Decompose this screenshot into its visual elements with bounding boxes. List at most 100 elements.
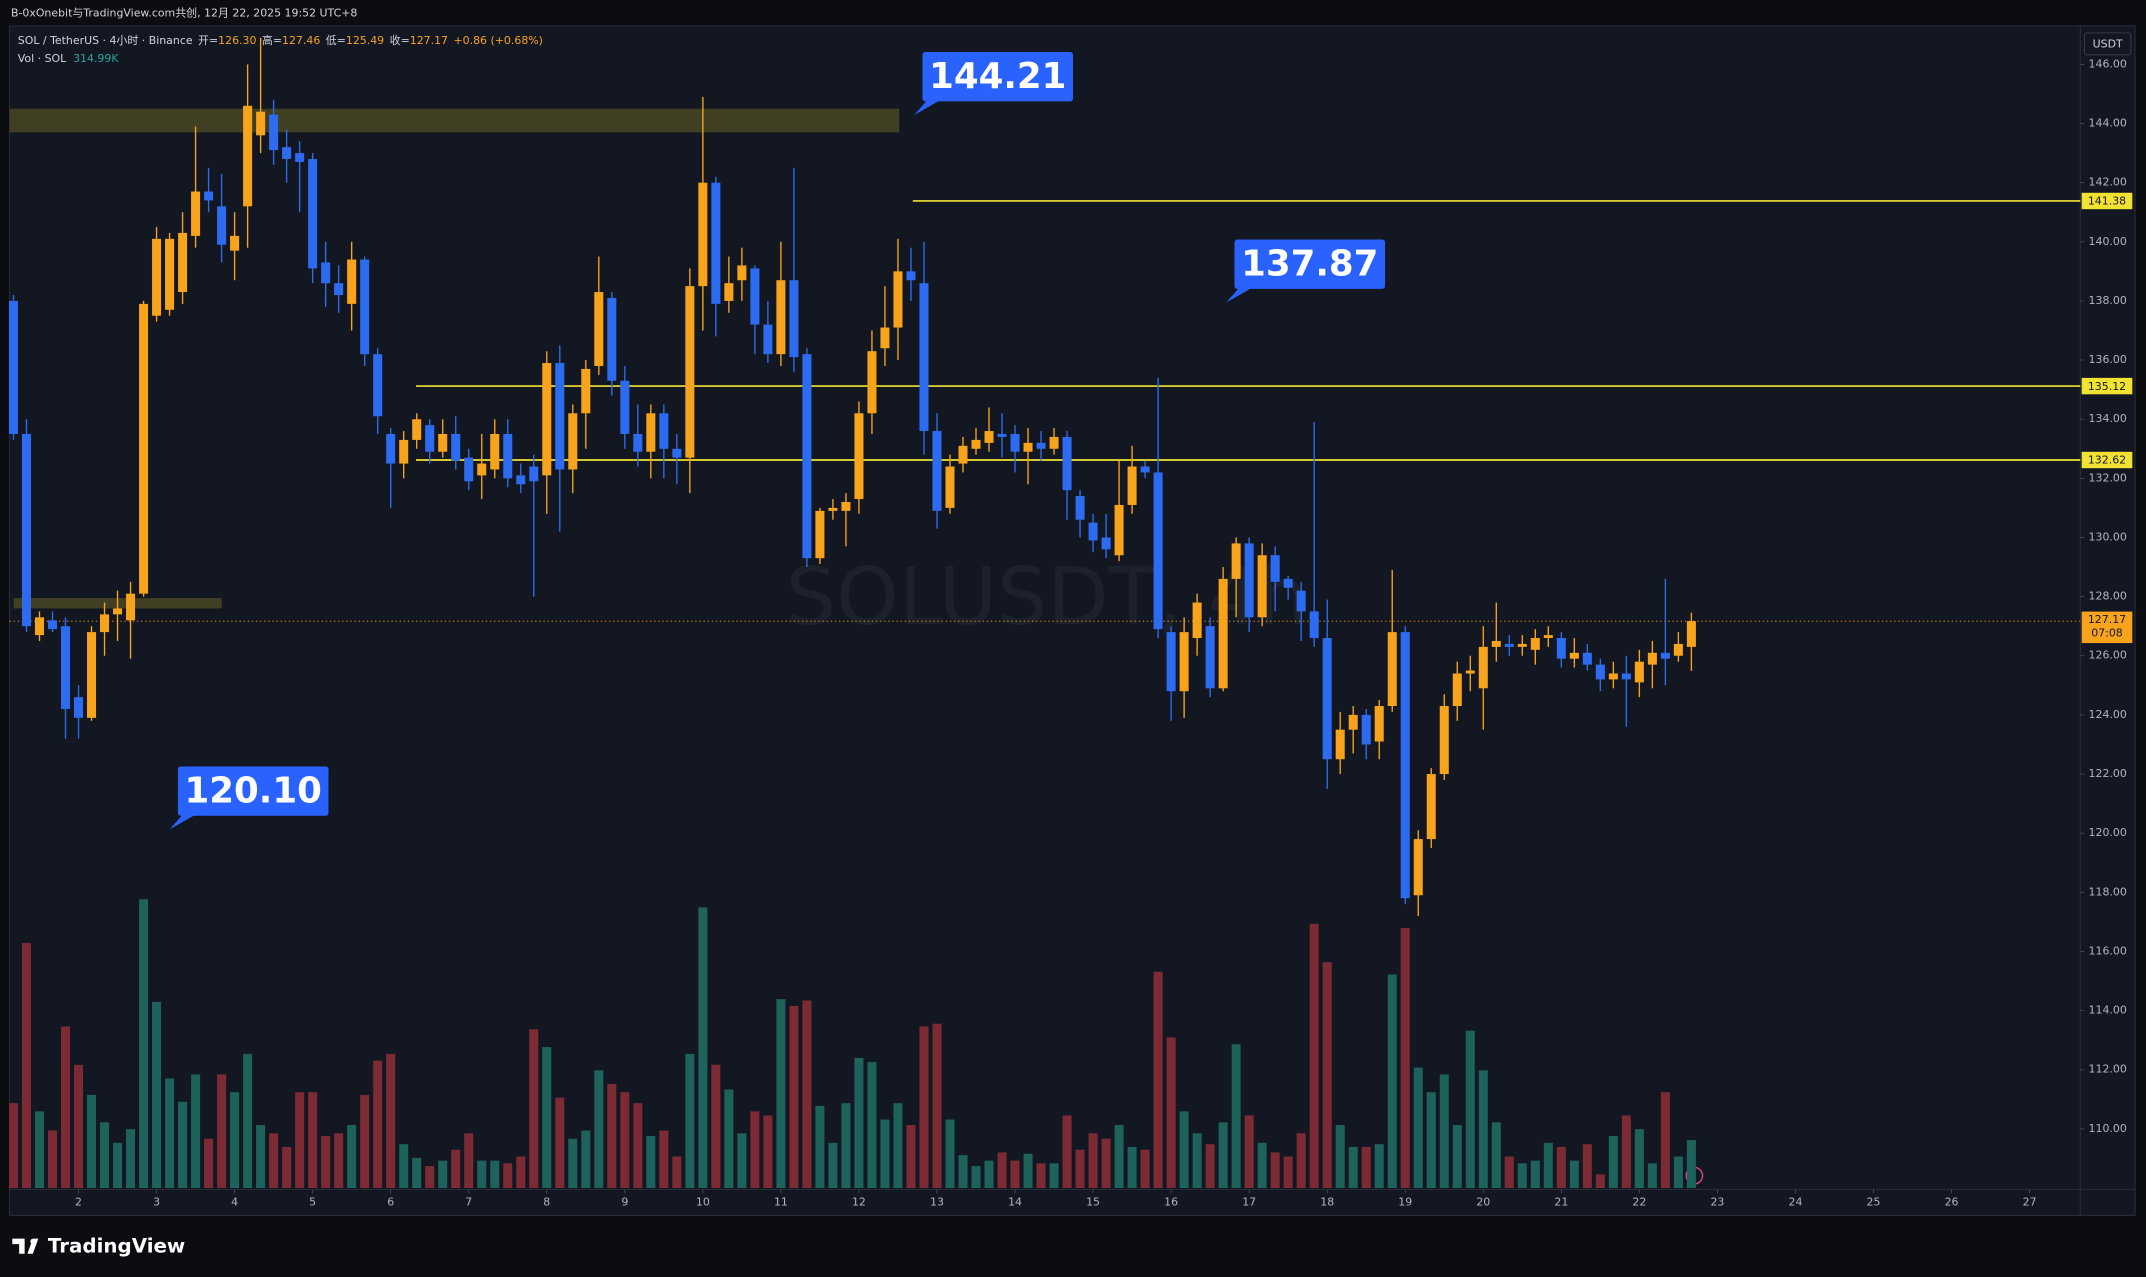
- x-tick-label: 2: [75, 1195, 82, 1208]
- countdown: 07:08: [2091, 626, 2123, 639]
- last-price-box: [2081, 611, 2133, 644]
- candle-body: [1530, 638, 1540, 650]
- candle-body: [1595, 664, 1605, 680]
- x-tick-label: 26: [1945, 1195, 1959, 1208]
- level-label: 135.12: [2088, 380, 2126, 393]
- volume-bar: [373, 1060, 383, 1189]
- volume-bar: [1621, 1115, 1631, 1189]
- candle-body: [60, 626, 71, 709]
- candle-body: [269, 114, 279, 151]
- volume-bar: [126, 1129, 136, 1189]
- y-tick-label: 116.00: [2089, 944, 2127, 957]
- volume-bar: [100, 1122, 110, 1189]
- volume-bar: [230, 1092, 240, 1189]
- x-tick-label: 22: [1632, 1195, 1646, 1208]
- candle-body: [464, 457, 474, 482]
- candle-body: [893, 271, 903, 328]
- candle-body: [8, 300, 18, 434]
- volume-bar: [1673, 1156, 1683, 1189]
- candle-body: [1166, 632, 1176, 692]
- volume-bar: [1192, 1133, 1202, 1189]
- candle-body: [113, 608, 123, 615]
- candle-body: [399, 439, 409, 464]
- candle-body: [1582, 652, 1592, 665]
- volume-bar: [1270, 1152, 1280, 1189]
- candle-body: [178, 232, 188, 293]
- volume-bar: [1231, 1044, 1241, 1189]
- volume-bar: [165, 1078, 175, 1189]
- candle-body: [1543, 635, 1553, 639]
- volume-bar: [477, 1160, 487, 1189]
- volume-bar: [1413, 1067, 1423, 1189]
- candle-body: [880, 327, 890, 349]
- candle-body: [789, 280, 799, 358]
- volume-bar: [607, 1083, 617, 1189]
- volume-bar: [945, 1119, 955, 1189]
- x-tick-label: 21: [1554, 1195, 1568, 1208]
- candle-body: [1374, 706, 1384, 742]
- candle-body: [334, 283, 344, 296]
- candle-body: [1387, 632, 1397, 707]
- candle-body: [204, 191, 214, 201]
- volume-bar: [685, 1053, 695, 1189]
- volume-bar: [386, 1053, 396, 1189]
- y-tick-label: 128.00: [2089, 590, 2127, 603]
- volume-bar: [854, 1057, 864, 1189]
- candle-body: [230, 235, 240, 251]
- x-tick-label: 8: [543, 1195, 550, 1208]
- candle-body: [425, 425, 435, 452]
- candle-body: [1101, 537, 1111, 550]
- chart-pane: [9, 25, 2136, 1216]
- callout-label: 137.87: [1241, 244, 1378, 285]
- candle-body: [633, 433, 643, 452]
- x-tick-label: 24: [1788, 1195, 1802, 1208]
- volume-line: Vol · SOL 314.99K: [18, 52, 120, 65]
- volume-bar: [542, 1047, 552, 1189]
- volume-bar: [763, 1115, 773, 1189]
- volume-bar: [1530, 1160, 1540, 1189]
- candle-body: [1140, 466, 1150, 473]
- volume-bar: [1140, 1149, 1150, 1189]
- candle-body: [1569, 652, 1579, 659]
- quote-change: +0.86 (+0.68%): [454, 34, 543, 47]
- candle-body: [1036, 442, 1046, 449]
- volume-bar: [1244, 1115, 1254, 1189]
- volume-bar: [87, 1094, 97, 1189]
- volume-bar: [1296, 1133, 1306, 1189]
- candle-body: [971, 439, 981, 449]
- volume-bar: [1049, 1163, 1059, 1189]
- quote-value: 127.17: [410, 34, 448, 47]
- volume-bar: [841, 1103, 851, 1189]
- callout-label: 120.10: [185, 770, 322, 811]
- volume-bar: [529, 1029, 539, 1189]
- candle-body: [256, 111, 266, 136]
- volume-bar: [74, 1064, 84, 1189]
- volume-bar: [1582, 1144, 1592, 1189]
- logo-dot: [30, 1238, 36, 1244]
- candle-body: [750, 268, 760, 325]
- candle-body: [477, 463, 487, 476]
- volume-bar: [620, 1092, 630, 1189]
- volume-bar: [1569, 1160, 1579, 1189]
- level-label-box: [2081, 192, 2133, 210]
- candle-body: [997, 433, 1007, 437]
- candle-body: [1517, 643, 1527, 647]
- candle-body: [243, 105, 253, 207]
- candle-body: [490, 433, 500, 470]
- y-tick-label: 138.00: [2089, 294, 2127, 307]
- volume-bar: [711, 1064, 721, 1189]
- brand-logo: [12, 1238, 39, 1254]
- quote-key: 开=: [198, 34, 218, 47]
- volume-bar: [750, 1111, 760, 1189]
- last-price-label: 127.17: [2088, 613, 2126, 626]
- volume-bar: [1387, 974, 1397, 1189]
- candle-body: [1023, 442, 1033, 452]
- volume-bar: [932, 1023, 942, 1189]
- volume-bar: [113, 1142, 123, 1189]
- candle-body: [295, 153, 305, 162]
- candle-body: [646, 413, 656, 452]
- volume-bar: [204, 1138, 214, 1189]
- volume-bar: [1205, 1144, 1215, 1189]
- quote-value: 125.49: [346, 34, 384, 47]
- volume-bar: [1348, 1146, 1358, 1189]
